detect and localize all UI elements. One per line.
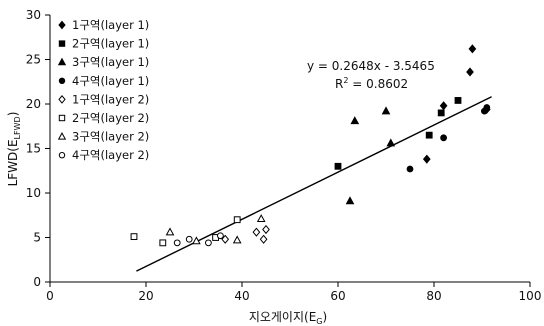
y-tick-label: 10: [26, 186, 41, 200]
y-tick-label: 30: [26, 8, 41, 22]
data-point-1: [468, 44, 477, 54]
x-tick-label: 40: [234, 289, 249, 303]
data-point-2: [425, 131, 433, 139]
legend-label: 4구역(layer 2): [72, 148, 149, 162]
legend-label: 4구역(layer 1): [72, 74, 149, 88]
trendline-equation: y = 0.2648x - 3.5465: [307, 59, 435, 73]
x-tick-label: 80: [426, 289, 441, 303]
data-point-4: [483, 104, 491, 111]
x-tick-label: 0: [46, 289, 54, 303]
data-point-8: [205, 239, 212, 247]
data-points: [130, 44, 491, 247]
r-squared-label: R2 = 0.8602: [335, 76, 408, 91]
trendline: [136, 96, 492, 272]
y-tick-label: 15: [26, 142, 41, 156]
data-point-2: [334, 162, 342, 170]
data-point-7: [165, 227, 175, 236]
y-tick-label: 25: [26, 53, 41, 67]
data-point-5: [252, 227, 261, 237]
legend-marker: [58, 114, 66, 122]
legend-marker: [58, 77, 66, 85]
legend: 1구역(layer 1) 2구역(layer 1) 3구역(layer 1) 4구역(…: [57, 18, 149, 162]
legend-label: 2구역(layer 2): [72, 111, 149, 125]
legend-marker: [58, 40, 66, 47]
data-point-4: [406, 165, 414, 173]
data-point-3: [350, 116, 360, 125]
data-point-3: [345, 196, 355, 205]
legend-marker: [58, 152, 66, 159]
legend-marker: [58, 20, 66, 30]
tick-labels: 0 20 40 60 80 100 0 5 10 15 20 25 30: [26, 8, 542, 303]
trendline-layer: [136, 96, 492, 272]
legend-label: 1구역(layer 1): [72, 18, 149, 32]
data-point-2: [437, 109, 445, 117]
data-point-4: [440, 134, 448, 142]
y-axis-title: LFWD(ELFWD): [6, 112, 22, 187]
y-tick-label: 5: [33, 231, 41, 245]
data-point-1: [439, 101, 448, 111]
data-point-7: [192, 236, 201, 245]
x-tick-label: 60: [330, 289, 345, 303]
data-point-7: [232, 235, 242, 244]
data-point-6: [159, 239, 167, 247]
data-point-5: [262, 224, 270, 235]
data-point-8: [173, 239, 181, 247]
data-point-5: [259, 234, 268, 244]
data-point-8: [185, 235, 193, 243]
data-point-5: [221, 234, 230, 244]
data-point-7: [256, 214, 266, 223]
y-tick-label: 0: [33, 275, 41, 289]
x-tick-label: 20: [138, 289, 153, 303]
data-point-6: [130, 233, 138, 241]
y-tick-label: 20: [26, 97, 41, 111]
x-axis-title: 지오게이지(EG): [249, 310, 327, 326]
data-point-2: [454, 97, 462, 104]
legend-label: 3구역(layer 1): [72, 55, 149, 69]
legend-label: 2구역(layer 1): [72, 37, 149, 51]
legend-marker: [57, 132, 67, 140]
data-point-6: [233, 216, 241, 224]
legend-label: 1구역(layer 2): [72, 92, 149, 106]
legend-label: 3구역(layer 2): [72, 130, 149, 144]
data-point-1: [422, 154, 431, 164]
data-point-3: [386, 138, 396, 147]
x-tick-label: 100: [519, 289, 542, 303]
data-point-8: [217, 232, 224, 240]
legend-marker: [57, 57, 67, 66]
legend-marker: [58, 95, 66, 104]
data-point-3: [381, 106, 391, 115]
axes: [45, 14, 531, 287]
data-point-1: [466, 67, 474, 77]
